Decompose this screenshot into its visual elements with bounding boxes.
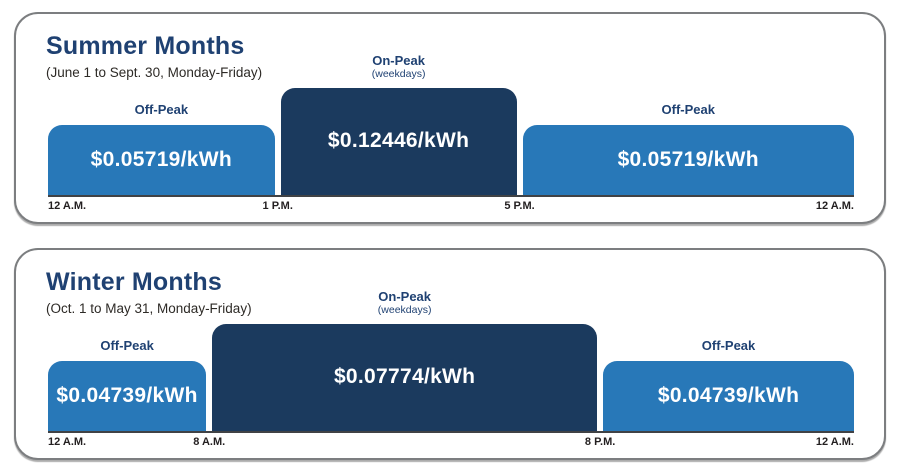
period-sublabel: (weekdays) <box>371 68 426 81</box>
rate-value: $0.04739/kWh <box>657 383 800 407</box>
panel-subtitle: (Oct. 1 to May 31, Monday-Friday) <box>46 301 252 316</box>
panel-header: Summer Months (June 1 to Sept. 30, Monda… <box>46 32 262 80</box>
rate-value: $0.12446/kWh <box>327 129 470 152</box>
period-label-group: Off-Peak <box>48 101 275 118</box>
panel-subtitle: (June 1 to Sept. 30, Monday-Friday) <box>46 65 263 80</box>
time-label: 12 A.M. <box>815 200 854 212</box>
period-label: On-Peak <box>372 52 425 68</box>
off-peak-bar: $0.05719/kWh <box>522 124 854 195</box>
period-label: Off-Peak <box>134 101 189 117</box>
off-peak-bar: $0.05719/kWh <box>48 124 275 195</box>
summer-months-panel: Summer Months (June 1 to Sept. 30, Monda… <box>14 12 886 224</box>
time-label: 5 P.M. <box>504 200 535 212</box>
time-label: 12 A.M. <box>48 436 87 448</box>
period-label-group: On-Peak (weekdays) <box>212 288 597 317</box>
on-peak-segment: On-Peak (weekdays) $0.07774/kWh <box>209 288 600 431</box>
off-peak-segment: Off-Peak $0.05719/kWh <box>520 101 854 195</box>
panel-header: Winter Months (Oct. 1 to May 31, Monday-… <box>46 268 252 316</box>
period-label-group: On-Peak (weekdays) <box>281 52 517 81</box>
period-label: Off-Peak <box>661 101 715 117</box>
on-peak-bar: $0.07774/kWh <box>212 323 598 431</box>
period-sublabel: (weekdays) <box>377 304 432 317</box>
time-label: 8 P.M. <box>584 436 616 448</box>
off-peak-bar: $0.04739/kWh <box>48 360 207 431</box>
time-axis-line <box>48 194 854 197</box>
period-label-group: Off-Peak <box>523 101 854 118</box>
rate-value: $0.07774/kWh <box>333 365 476 388</box>
on-peak-segment: On-Peak (weekdays) $0.12446/kWh <box>278 52 520 195</box>
winter-months-panel: Winter Months (Oct. 1 to May 31, Monday-… <box>14 248 886 460</box>
bars-row: Off-Peak $0.05719/kWh On-Peak (weekdays)… <box>48 52 854 195</box>
rate-value: $0.04739/kWh <box>56 383 198 407</box>
rate-value: $0.05719/kWh <box>90 147 233 171</box>
off-peak-segment: Off-Peak $0.05719/kWh <box>48 101 278 195</box>
period-label: Off-Peak <box>701 337 756 353</box>
rate-value: $0.05719/kWh <box>617 147 759 171</box>
on-peak-bar: $0.12446/kWh <box>280 87 517 195</box>
period-label: Off-Peak <box>100 337 154 353</box>
off-peak-segment: Off-Peak $0.04739/kWh <box>48 337 209 431</box>
time-axis-labels: 12 A.M. 8 A.M. 8 P.M. 12 A.M. <box>48 436 854 452</box>
time-axis-labels: 12 A.M. 1 P.M. 5 P.M. 12 A.M. <box>48 200 854 216</box>
period-label: On-Peak <box>378 288 432 304</box>
time-label: 1 P.M. <box>262 200 293 212</box>
time-label: 12 A.M. <box>48 200 87 212</box>
off-peak-bar: $0.04739/kWh <box>603 360 854 431</box>
period-label-group: Off-Peak <box>48 337 206 354</box>
panel-title: Winter Months <box>46 268 222 296</box>
rate-chart: Off-Peak $0.04739/kWh On-Peak (weekdays)… <box>48 288 854 453</box>
bars-row: Off-Peak $0.04739/kWh On-Peak (weekdays)… <box>48 288 854 431</box>
time-axis-line <box>48 430 854 433</box>
time-label: 12 A.M. <box>815 436 854 448</box>
time-label: 8 A.M. <box>193 436 226 448</box>
rate-chart: Off-Peak $0.05719/kWh On-Peak (weekdays)… <box>48 52 854 217</box>
panel-title: Summer Months <box>46 32 245 60</box>
period-label-group: Off-Peak <box>603 337 854 354</box>
off-peak-segment: Off-Peak $0.04739/kWh <box>600 337 854 431</box>
